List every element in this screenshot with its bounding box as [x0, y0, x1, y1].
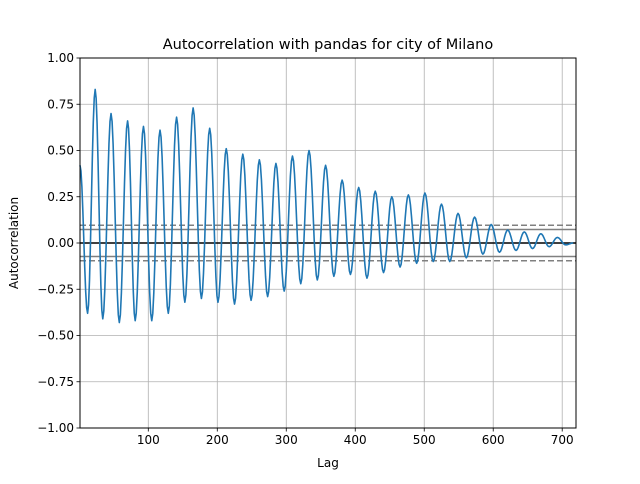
- axis-ticks: 100 200 300 400 500 600 700 −1.00 −0.75 −0.50 −0.2…: [37, 51, 573, 447]
- y-tick-label: −0.75: [37, 375, 74, 389]
- x-axis-label: Lag: [317, 456, 339, 470]
- y-tick-label: −0.25: [37, 282, 74, 296]
- x-tick-label: 200: [206, 433, 229, 447]
- y-tick-label: 0.00: [47, 236, 74, 250]
- y-tick-label: 0.25: [47, 190, 74, 204]
- x-tick-label: 500: [413, 433, 436, 447]
- y-tick-label: 0.50: [47, 144, 74, 158]
- y-tick-label: −0.50: [37, 329, 74, 343]
- autocorrelation-line: [79, 88, 574, 324]
- y-axis-label: Autocorrelation: [7, 197, 21, 289]
- x-tick-label: 700: [551, 433, 574, 447]
- series-layer: [79, 88, 574, 324]
- x-tick-label: 100: [137, 433, 160, 447]
- y-tick-label: 1.00: [47, 51, 74, 65]
- x-tick-label: 600: [482, 433, 505, 447]
- x-tick-label: 300: [275, 433, 298, 447]
- chart-title: Autocorrelation with pandas for city of …: [163, 37, 494, 53]
- y-tick-label: 0.75: [47, 97, 74, 111]
- y-tick-label: −1.00: [37, 421, 74, 435]
- x-tick-label: 400: [344, 433, 367, 447]
